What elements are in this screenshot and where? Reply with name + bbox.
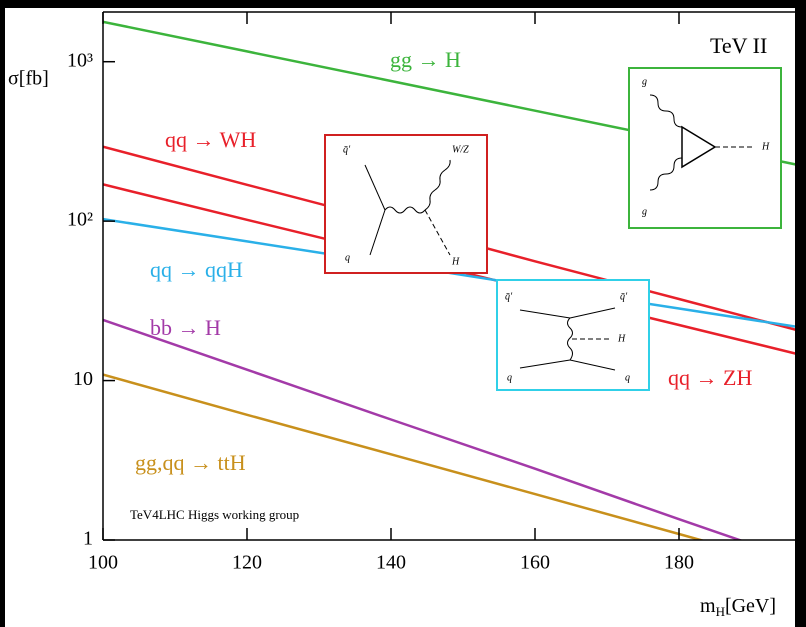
series-label: gg,qq → ttH	[135, 450, 246, 475]
boson-line	[567, 317, 573, 361]
diagram-label: q̄'	[505, 291, 513, 302]
diagram-label: W/Z	[452, 144, 469, 155]
series-label: qq → WH	[165, 127, 256, 152]
series-label: gg → H	[390, 47, 461, 72]
x-tick-label: 180	[664, 552, 694, 574]
boson-line	[384, 206, 426, 214]
series-label: qq → qqH	[150, 257, 243, 282]
y-tick-label: 1	[83, 528, 93, 550]
x-tick-label: 120	[232, 552, 262, 574]
gluon-line	[649, 94, 683, 128]
diagram-label: q̄'	[620, 291, 628, 302]
diagram-label: H	[617, 333, 626, 344]
series-label: bb → H	[150, 315, 221, 340]
fermion-line	[569, 359, 616, 371]
x-label-unit: [GeV]	[725, 595, 776, 617]
x-tick-label: 100	[88, 552, 118, 574]
diagram-label: g	[642, 206, 647, 217]
annotation: TeV II	[710, 33, 767, 58]
fermion-line	[519, 359, 571, 369]
x-tick-label: 160	[520, 552, 550, 574]
annotation: TeV4LHC Higgs working group	[130, 507, 299, 522]
diagram-label: H	[451, 256, 460, 267]
diagram-label: q	[625, 372, 630, 383]
diagram-vbf: q̄' q̄' H q q	[496, 279, 650, 391]
x-label-sub: H	[716, 604, 725, 619]
diagram-box	[496, 279, 650, 391]
diagram-label: H	[761, 141, 770, 152]
fermion-line	[569, 307, 616, 319]
x-tick-label: 140	[376, 552, 406, 574]
diagram-label: q	[345, 252, 350, 263]
boson-line	[424, 159, 451, 211]
diagram-label: g	[642, 76, 647, 87]
diagram-wh: q̄' W/Z q H	[324, 134, 488, 274]
fermion-line	[364, 164, 386, 211]
loop	[681, 125, 717, 169]
y-axis-label: σ[fb]	[8, 68, 49, 90]
y-tick-label: 10²	[67, 209, 93, 231]
higgs-line	[424, 209, 451, 256]
series-label: qq → ZH	[668, 365, 752, 390]
fermion-line	[519, 309, 571, 319]
diagram-box	[628, 67, 782, 229]
x-label-main: m	[700, 595, 716, 617]
gluon-line	[649, 157, 683, 191]
series-line	[103, 217, 795, 328]
fermion-line	[369, 209, 386, 256]
y-tick-label: 10	[73, 368, 93, 390]
series-line	[103, 318, 744, 540]
diagram-label: q̄'	[343, 144, 351, 155]
diagram-ggh: g g H	[628, 67, 782, 229]
diagram-box	[324, 134, 488, 274]
x-axis-label: mH[GeV]	[700, 595, 776, 619]
y-tick-label: 10³	[67, 49, 93, 71]
diagram-label: q	[507, 372, 512, 383]
series-line	[103, 373, 706, 540]
